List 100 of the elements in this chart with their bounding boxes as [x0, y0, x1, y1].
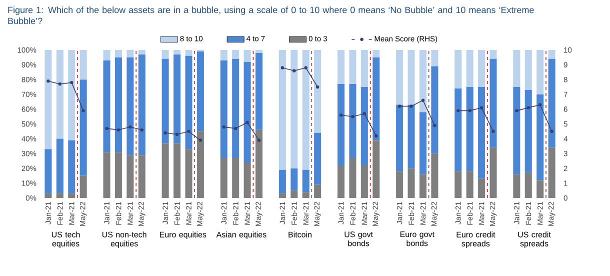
- bar: [220, 158, 228, 198]
- bar: [126, 50, 134, 58]
- bar: [396, 50, 404, 105]
- bar: [302, 170, 310, 192]
- bar: [478, 50, 486, 87]
- bar: [454, 88, 462, 172]
- bar: [232, 50, 240, 59]
- bar: [408, 50, 415, 105]
- bar: [174, 50, 181, 54]
- bar: [408, 168, 415, 198]
- bar: [548, 58, 556, 148]
- bar: [372, 50, 380, 58]
- text: Euro equities: [160, 232, 206, 239]
- point: [339, 114, 343, 117]
- bar: [138, 50, 146, 54]
- text: Euro govt bonds: [400, 232, 434, 246]
- bar: [408, 104, 415, 168]
- point: [515, 109, 518, 112]
- bar: [431, 50, 438, 66]
- bar: [185, 149, 192, 198]
- bar: [278, 50, 286, 170]
- bar: [103, 50, 110, 60]
- bar: [478, 178, 486, 198]
- bar: [290, 190, 298, 198]
- bar: [536, 50, 544, 94]
- chart-title: Figure 1: Which of the below assets are in a bubble, using a scale of 0 to 10 where 0 means ‘No Bubble’ and 10 means ‘Extreme Bubble’?: [8, 6, 534, 24]
- bar: [513, 174, 520, 198]
- bar: [138, 155, 146, 198]
- point: [433, 124, 436, 128]
- point: [468, 109, 472, 112]
- bar: [185, 50, 192, 56]
- point: [105, 126, 108, 130]
- bar: [126, 57, 134, 156]
- bar: [360, 87, 368, 166]
- bar: [454, 50, 462, 88]
- bar: [524, 90, 532, 173]
- point: [46, 79, 50, 83]
- bar: [162, 143, 169, 198]
- bar: [162, 50, 169, 59]
- bar: [349, 84, 356, 158]
- point: [58, 82, 62, 86]
- bar: [44, 50, 52, 150]
- bar: [68, 50, 76, 140]
- bar: [513, 50, 520, 87]
- bar: [80, 50, 87, 80]
- point: [280, 66, 284, 70]
- bar: [419, 50, 426, 112]
- text: Euro credit spreads: [456, 232, 496, 248]
- bar: [478, 87, 486, 179]
- point: [374, 134, 378, 138]
- bar: [466, 87, 474, 172]
- point: [128, 125, 132, 129]
- bar: [114, 50, 122, 58]
- bar: [396, 171, 404, 198]
- point: [316, 85, 320, 89]
- bar: [524, 50, 532, 90]
- point: [421, 98, 425, 102]
- bar: [196, 51, 204, 132]
- bar: [56, 194, 64, 198]
- point: [164, 131, 167, 134]
- bar: [196, 131, 204, 198]
- bar: [372, 57, 380, 140]
- point: [362, 112, 366, 116]
- bar: [548, 148, 556, 198]
- bar: [162, 58, 169, 144]
- point: [526, 106, 530, 110]
- point: [456, 109, 460, 112]
- bar: [290, 168, 298, 191]
- point: [187, 130, 190, 133]
- bar: [431, 154, 438, 198]
- bar: [244, 62, 251, 162]
- point: [398, 104, 402, 108]
- bar: [349, 158, 356, 198]
- point: [538, 103, 542, 106]
- point: [351, 115, 354, 118]
- bar: [419, 174, 426, 198]
- bar: [314, 184, 322, 198]
- bar: [256, 130, 263, 198]
- point: [304, 66, 308, 70]
- bar: [490, 50, 497, 59]
- bar: [360, 50, 368, 87]
- bar: [44, 194, 52, 198]
- bar: [114, 57, 122, 152]
- bar: [302, 50, 310, 170]
- bar: [68, 194, 76, 198]
- bar: [278, 170, 286, 194]
- bar: [536, 94, 544, 180]
- point: [550, 130, 554, 133]
- bar: [80, 176, 87, 198]
- bar: [220, 60, 228, 158]
- point: [480, 106, 484, 110]
- bar: [232, 58, 240, 158]
- point: [257, 138, 261, 142]
- text: US non-tech equities: [102, 232, 146, 248]
- bar: [256, 52, 263, 130]
- bar: [138, 54, 146, 156]
- bar: [114, 152, 122, 198]
- point: [198, 138, 202, 142]
- bar: [349, 50, 356, 84]
- bar: [524, 172, 532, 198]
